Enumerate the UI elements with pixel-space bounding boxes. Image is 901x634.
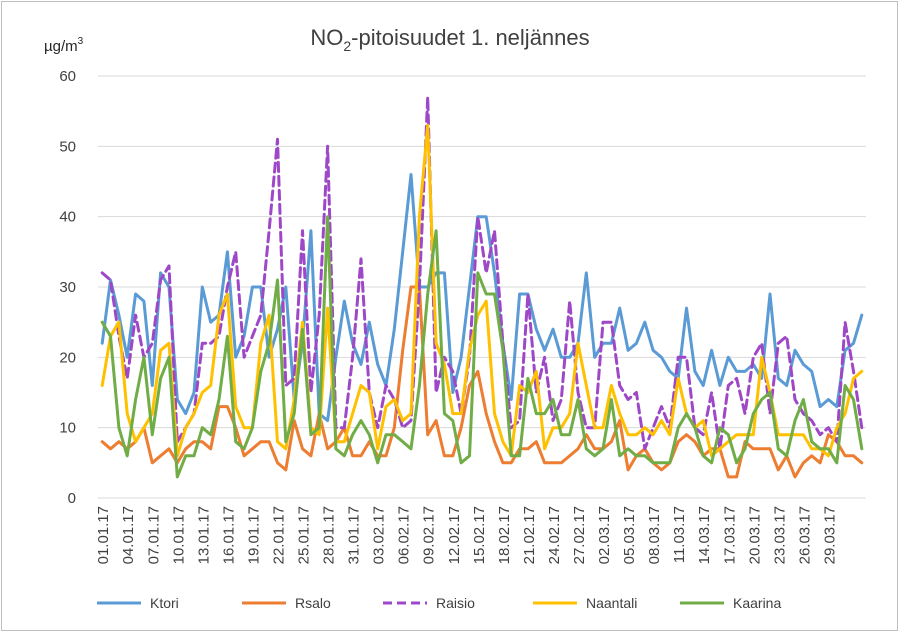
x-axis-ticks: 01.01.17 04.01.17 07.01.17 10.01.17 13.01.17… [95,506,838,564]
series-line-kaarina [100,215,864,479]
x-tick-label: 17.03.17 [721,506,738,564]
x-tick-label: 19.01.17 [245,506,262,564]
x-tick-label: 11.03.17 [671,506,688,563]
x-tick-label: 07.01.17 [145,506,162,564]
x-tick-label: 22.01.17 [270,506,287,564]
legend-label-ktori: Ktori [150,595,179,611]
series-lines [100,95,864,479]
x-tick-label: 29.03.17 [821,506,838,564]
y-tick-label: 50 [59,138,76,155]
x-tick-label: 27.02.17 [571,506,588,564]
x-tick-label: 09.02.17 [421,506,438,564]
x-tick-label: 25.01.17 [296,506,313,564]
y-tick-label: 10 [59,420,76,437]
x-tick-label: 08.03.17 [646,506,663,564]
x-tick-label: 16.01.17 [220,506,237,564]
x-tick-label: 20.03.17 [746,506,763,564]
series-line-raisio [100,95,864,451]
y-tick-label: 40 [59,209,76,226]
x-tick-label: 31.01.17 [346,506,363,564]
x-tick-label: 01.01.17 [95,506,112,564]
legend-label-naantali: Naantali [586,595,637,611]
chart-title: NO2-pitoisuudet 1. neljännes [310,25,589,54]
y-axis-unit-superscript: 3 [78,36,84,47]
series-line-rsalo [100,285,864,479]
x-tick-label: 05.03.17 [621,506,638,564]
series-line-naantali [100,123,864,458]
x-tick-label: 06.02.17 [396,506,413,564]
x-tick-label: 23.03.17 [771,506,788,564]
legend: Ktori Rsalo Raisio Naantali Kaarina [97,595,781,611]
legend-label-kaarina: Kaarina [733,595,781,611]
series-line-ktori [100,173,864,423]
x-tick-label: 03.02.17 [371,506,388,564]
x-tick-label: 10.01.17 [170,506,187,564]
x-tick-label: 28.01.17 [321,506,338,564]
x-tick-label: 24.02.17 [546,506,563,564]
y-axis-ticks: 0 10 20 30 40 50 60 [59,68,76,507]
x-tick-label: 02.03.17 [596,506,613,564]
y-tick-label: 0 [68,490,76,507]
chart-title-subscript: 2 [343,38,351,54]
x-tick-label: 13.01.17 [195,506,212,564]
y-tick-label: 60 [59,68,76,85]
chart-title-rest: -pitoisuudet 1. neljännes [351,25,590,50]
legend-label-rsalo: Rsalo [295,595,331,611]
y-axis-unit-label: µg/m3 [44,36,84,55]
y-axis-unit-main: µg/m [44,38,78,55]
x-tick-label: 26.03.17 [796,506,813,564]
x-tick-label: 21.02.17 [521,506,538,564]
legend-label-raisio: Raisio [436,595,475,611]
chart-title-main: NO [310,25,343,50]
x-tick-label: 18.02.17 [496,506,513,564]
x-tick-label: 14.03.17 [696,506,713,564]
x-tick-label: 15.02.17 [471,506,488,564]
x-tick-label: 04.01.17 [120,506,137,564]
x-tick-label: 12.02.17 [446,506,463,564]
y-tick-label: 20 [59,349,76,366]
y-tick-label: 30 [59,279,76,296]
